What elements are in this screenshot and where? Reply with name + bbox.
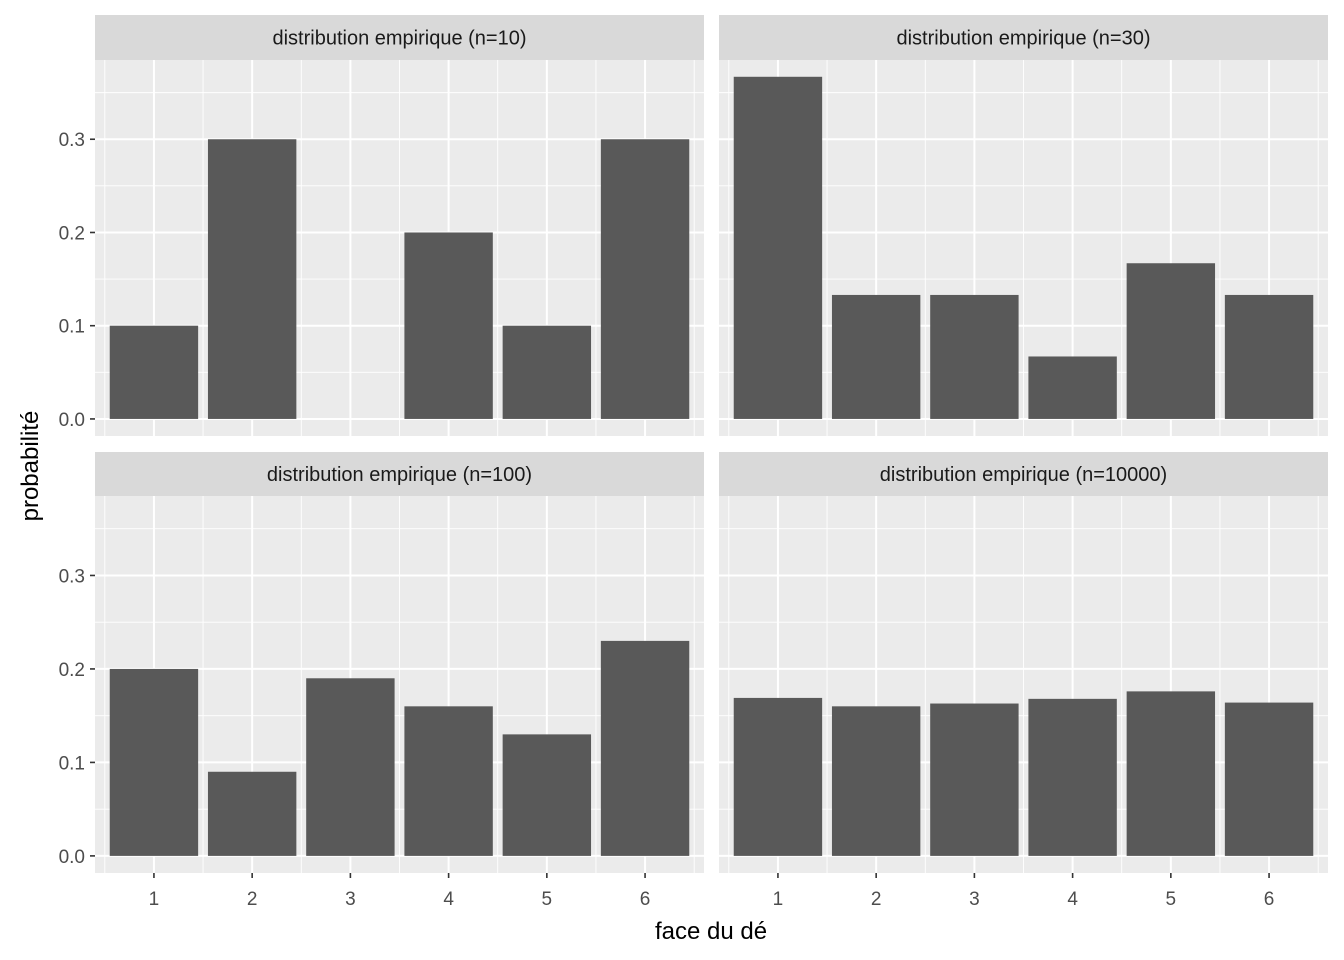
bar-face-5 bbox=[1126, 691, 1216, 856]
bar-face-5 bbox=[1126, 263, 1216, 419]
bar-face-3 bbox=[930, 703, 1019, 856]
facet-title: distribution empirique (n=100) bbox=[267, 464, 532, 486]
bar-face-6 bbox=[1224, 702, 1314, 856]
facet-strip bbox=[95, 15, 704, 60]
facet-title: distribution empirique (n=10000) bbox=[880, 464, 1167, 486]
facet-title: distribution empirique (n=10) bbox=[272, 28, 526, 50]
y-tick-label: 0.2 bbox=[59, 660, 85, 681]
facet-title: distribution empirique (n=30) bbox=[896, 28, 1150, 50]
x-tick-label: 3 bbox=[969, 889, 980, 910]
facet-panel: distribution empirique (n=30) bbox=[719, 15, 1328, 436]
y-tick-label: 0.1 bbox=[59, 753, 85, 774]
bar-face-2 bbox=[831, 706, 921, 856]
axes-layer: 0.0 0.1 0.2 0.3 0.0 0.1 0.2 0.3 1 2 3 4 5 6 1 2 3 4 5 6 bbox=[59, 130, 1275, 910]
x-tick-label: 1 bbox=[149, 889, 160, 910]
facet-panel: distribution empirique (n=10) bbox=[95, 15, 704, 436]
facet-panel: distribution empirique (n=10000) bbox=[719, 452, 1328, 873]
y-tick-label: 0.0 bbox=[59, 410, 85, 431]
bar-face-6 bbox=[600, 139, 690, 419]
y-tick-label: 0.3 bbox=[59, 130, 85, 151]
x-tick-label: 6 bbox=[640, 889, 651, 910]
bar-face-4 bbox=[404, 232, 493, 419]
y-tick-label: 0.1 bbox=[59, 317, 85, 338]
x-axis-title: face du dé bbox=[655, 918, 767, 945]
bar-face-1 bbox=[109, 668, 199, 856]
panels-layer: distribution empirique (n=10) distributio… bbox=[95, 15, 1328, 873]
y-tick-label: 0.0 bbox=[59, 847, 85, 868]
facet-panel: distribution empirique (n=100) bbox=[95, 452, 704, 873]
x-tick-label: 1 bbox=[773, 889, 784, 910]
bar-face-2 bbox=[207, 139, 297, 419]
bar-face-1 bbox=[109, 325, 199, 419]
facet-strip bbox=[719, 15, 1328, 60]
x-tick-label: 5 bbox=[542, 889, 553, 910]
y-axis-title: probabilité bbox=[17, 411, 44, 522]
facet-strip bbox=[95, 452, 704, 496]
x-tick-label: 2 bbox=[871, 889, 882, 910]
x-tick-label: 4 bbox=[443, 889, 454, 910]
y-tick-label: 0.2 bbox=[59, 223, 85, 244]
bar-face-3 bbox=[930, 294, 1019, 419]
bar-face-3 bbox=[306, 678, 395, 856]
bar-face-6 bbox=[1224, 294, 1314, 419]
x-tick-label: 3 bbox=[345, 889, 356, 910]
x-tick-label: 2 bbox=[247, 889, 258, 910]
bar-face-1 bbox=[733, 697, 823, 856]
x-tick-label: 5 bbox=[1166, 889, 1177, 910]
bar-face-4 bbox=[404, 706, 493, 856]
bar-face-2 bbox=[207, 771, 297, 856]
facet-strip bbox=[719, 452, 1328, 496]
bar-face-5 bbox=[502, 325, 592, 419]
y-tick-label: 0.3 bbox=[59, 566, 85, 587]
bar-face-4 bbox=[1028, 356, 1117, 419]
bar-face-6 bbox=[600, 640, 690, 856]
bar-face-4 bbox=[1028, 698, 1117, 856]
bar-face-2 bbox=[831, 294, 921, 419]
bar-face-1 bbox=[733, 76, 823, 419]
bar-face-5 bbox=[502, 734, 592, 856]
x-tick-label: 4 bbox=[1067, 889, 1078, 910]
x-tick-label: 6 bbox=[1264, 889, 1275, 910]
